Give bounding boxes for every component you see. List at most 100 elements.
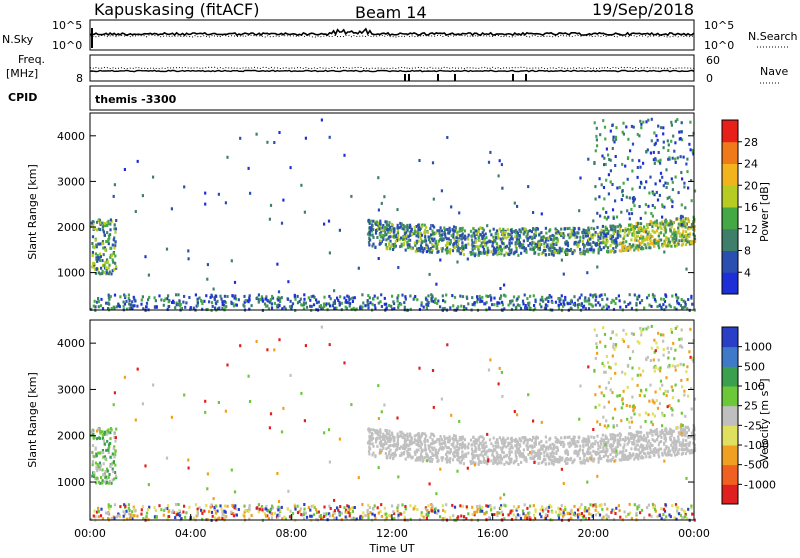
echo-cell	[529, 438, 531, 441]
echo-cell	[411, 233, 413, 236]
echo-cell	[499, 245, 501, 248]
echo-cell	[339, 295, 341, 298]
echo-cell	[660, 231, 662, 234]
echo-cell	[323, 305, 325, 308]
echo-cell	[195, 293, 197, 296]
echo-cell	[439, 515, 441, 518]
echo-cell	[509, 233, 511, 236]
echo-cell	[605, 453, 607, 456]
echo-cell	[425, 226, 427, 229]
echo-cell	[661, 176, 663, 179]
echo-cell	[674, 141, 676, 144]
echo-cell	[424, 449, 426, 452]
echo-cell	[647, 205, 649, 208]
echo-cell	[188, 257, 190, 260]
echo-cell	[612, 225, 614, 228]
echo-cell	[374, 455, 376, 458]
echo-cell	[156, 306, 158, 309]
echo-cell	[146, 305, 148, 308]
echo-cell	[639, 120, 641, 123]
echo-cell	[599, 177, 601, 180]
echo-cell	[466, 505, 468, 508]
echo-cell	[473, 227, 475, 230]
echo-cell	[423, 516, 425, 519]
echo-cell	[594, 442, 596, 445]
echo-cell	[105, 512, 107, 515]
echo-cell	[614, 372, 616, 375]
echo-cell	[520, 517, 522, 520]
echo-cell	[309, 509, 311, 512]
echo-cell	[672, 447, 674, 450]
echo-cell	[433, 198, 435, 201]
echo-cell	[467, 512, 469, 515]
echo-cell	[453, 225, 455, 228]
echo-cell	[463, 515, 465, 518]
echo-cell	[501, 301, 503, 304]
echo-cell	[256, 506, 258, 509]
echo-cell	[662, 334, 664, 337]
echo-cell	[197, 508, 199, 511]
echo-cell	[577, 516, 579, 519]
echo-cell	[113, 268, 115, 271]
echo-cell	[105, 266, 107, 269]
echo-cell	[628, 441, 630, 444]
echo-cell	[613, 136, 615, 139]
echo-cell	[440, 226, 442, 229]
echo-cell	[558, 514, 560, 517]
echo-cell	[376, 236, 378, 239]
echo-cell	[615, 241, 617, 244]
echo-cell	[399, 435, 401, 438]
echo-cell	[294, 505, 296, 508]
echo-cell	[114, 183, 116, 186]
echo-cell	[300, 303, 302, 306]
echo-cell	[304, 211, 306, 214]
echo-cell	[403, 452, 405, 455]
echo-cell	[210, 294, 212, 297]
echo-cell	[594, 503, 596, 506]
echo-cell	[588, 231, 590, 234]
echo-cell	[472, 251, 474, 254]
echo-cell	[543, 246, 545, 249]
echo-cell	[312, 295, 314, 298]
echo-cell	[401, 503, 403, 506]
beam-title: Beam 14	[355, 3, 427, 22]
echo-cell	[432, 232, 434, 235]
echo-cell	[612, 417, 614, 420]
echo-cell	[372, 236, 374, 239]
echo-cell	[91, 265, 93, 268]
echo-cell	[345, 516, 347, 519]
echo-cell	[459, 252, 461, 255]
echo-cell	[215, 301, 217, 304]
noise-tick-right-top: 10^5	[704, 19, 734, 32]
echo-cell	[682, 306, 684, 309]
echo-cell	[656, 229, 658, 232]
echo-cell	[685, 444, 687, 447]
echo-cell	[619, 516, 621, 519]
echo-cell	[454, 455, 456, 458]
echo-cell	[508, 462, 510, 465]
echo-cell	[533, 304, 535, 307]
echo-cell	[98, 465, 100, 468]
echo-cell	[602, 236, 604, 239]
echo-cell	[419, 440, 421, 443]
echo-cell	[442, 504, 444, 507]
echo-cell	[320, 514, 322, 517]
echo-cell	[519, 439, 521, 442]
echo-cell	[385, 303, 387, 306]
echo-cell	[480, 252, 482, 255]
echo-cell	[599, 241, 601, 244]
echo-cell	[648, 514, 650, 517]
echo-cell	[504, 440, 506, 443]
echo-cell	[617, 442, 619, 445]
echo-cell	[294, 508, 296, 511]
echo-cell	[270, 508, 272, 511]
echo-cell	[358, 267, 360, 270]
echo-cell	[507, 233, 509, 236]
echo-cell	[112, 470, 114, 473]
echo-cell	[109, 233, 111, 236]
echo-cell	[608, 516, 610, 519]
echo-cell	[265, 298, 267, 301]
echo-cell	[484, 302, 486, 305]
echo-cell	[168, 515, 170, 518]
echo-cell	[671, 441, 673, 444]
